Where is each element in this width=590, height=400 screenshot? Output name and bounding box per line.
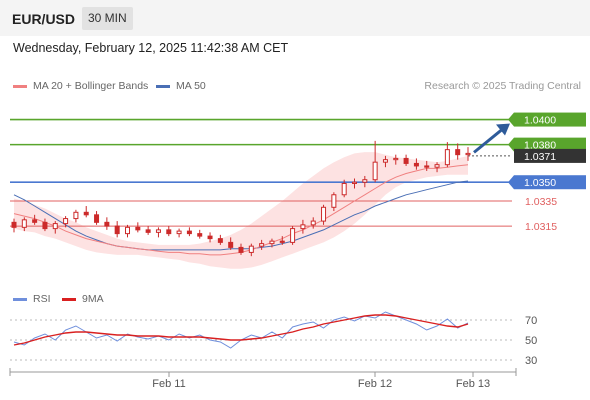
candle-body (413, 162, 419, 167)
rsi-tick-label: 50 (525, 335, 537, 347)
candle-body (207, 235, 213, 240)
candle-body (444, 149, 450, 166)
candle-body (321, 206, 327, 222)
candle-body (238, 246, 244, 253)
candle-body (341, 182, 347, 196)
candle-body (63, 218, 69, 225)
level-label-1.0400: 1.0400 (524, 115, 556, 127)
candle-body (176, 230, 182, 235)
level-tag-tip-1.0350 (508, 175, 514, 190)
ma50-swatch (156, 84, 170, 88)
level-tag-tip-1.0400 (508, 112, 514, 127)
level-tag-tip-1.0380 (508, 137, 514, 152)
candle-body (166, 229, 172, 235)
candle-body (279, 240, 285, 243)
candle-body (145, 229, 151, 233)
rsi-legend-label: RSI (33, 293, 51, 305)
candle-body (310, 220, 316, 226)
candle-body (372, 161, 378, 181)
timeframe-badge[interactable]: 30 MIN (82, 7, 133, 30)
time-tick-label: Feb 12 (358, 378, 392, 390)
candle-body (331, 194, 337, 208)
candle-body (125, 226, 130, 235)
candle-body (114, 225, 120, 235)
time-tick-label: Feb 13 (456, 378, 490, 390)
candle-body (259, 243, 265, 247)
rsi-tick-label: 70 (525, 315, 537, 327)
rsi-ma-swatch (62, 297, 76, 301)
rsi-tick-label: 30 (525, 355, 537, 367)
candle-body (228, 241, 234, 248)
candle-body (248, 245, 254, 253)
ma20-legend-label: MA 20 + Bollinger Bands (33, 80, 149, 92)
candle-body (11, 221, 17, 228)
header-bar: EUR/USD 30 MIN (0, 0, 590, 36)
candle-body (269, 240, 275, 245)
candle-body (217, 238, 223, 243)
projection-arrow (473, 128, 503, 154)
candle-body (135, 226, 141, 231)
level-label-1.0380: 1.0380 (524, 140, 556, 152)
legend-ma50: MA 50 (156, 80, 206, 92)
candle-body (197, 233, 203, 237)
candle-body (393, 157, 399, 161)
legend-rsi: RSI (13, 293, 51, 305)
candle-body (300, 224, 306, 230)
level-label-1.0315: 1.0315 (525, 221, 557, 233)
level-label-1.0350: 1.0350 (524, 177, 556, 189)
level-tag-1.0380 (514, 137, 586, 152)
candle-body (290, 228, 296, 243)
legend-9ma: 9MA (62, 293, 104, 305)
candle-body (155, 229, 161, 233)
credit-label: Research © 2025 Trading Central (424, 80, 581, 92)
candle-body (94, 214, 100, 223)
candle-body (352, 181, 357, 184)
candle-body (455, 149, 461, 156)
candle-body (83, 211, 89, 216)
candle-body (21, 219, 27, 228)
candle-body (465, 152, 471, 156)
current-price-label: 1.0371 (524, 151, 556, 163)
legend-ma20: MA 20 + Bollinger Bands (13, 80, 148, 92)
pair-title: EUR/USD (12, 11, 76, 27)
projection-arrowhead (496, 123, 510, 136)
level-label-1.0335: 1.0335 (525, 196, 557, 208)
rsi-swatch (13, 297, 27, 301)
candle-body (186, 230, 192, 235)
candle-body (434, 164, 440, 168)
candle-body (73, 211, 79, 220)
datetime-label: Wednesday, February 12, 2025 11:42:38 AM… (13, 41, 289, 55)
rsi-ma-legend-label: 9MA (82, 293, 104, 305)
candle-body (42, 221, 48, 230)
candle-body (32, 219, 38, 223)
candle-body (362, 179, 368, 183)
level-tag-1.0350 (514, 175, 586, 190)
ma20-swatch (13, 84, 27, 88)
candle-body (403, 157, 409, 164)
candle-body (382, 159, 388, 163)
rsi-ma-line (13, 314, 469, 346)
time-tick-label: Feb 11 (152, 378, 185, 390)
ma50-legend-label: MA 50 (176, 80, 206, 92)
current-price-tag (514, 148, 586, 163)
candle-body (424, 165, 430, 168)
candle-body (52, 223, 58, 230)
candle-body (104, 221, 110, 227)
level-tag-1.0400 (514, 112, 586, 127)
